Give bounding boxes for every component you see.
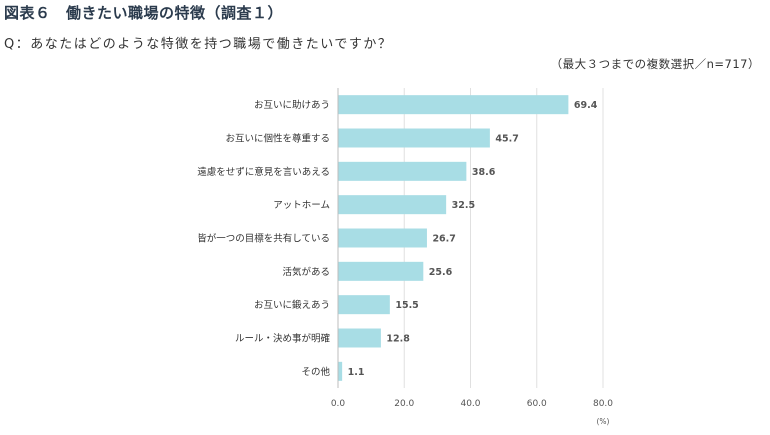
- category-label: 活気がある: [282, 266, 330, 278]
- category-label: お互いに鍛えあう: [254, 299, 330, 311]
- x-tick-label: 80.0: [593, 399, 613, 409]
- bar: [338, 228, 427, 248]
- category-label: お互いに助けあう: [254, 99, 330, 111]
- category-labels: お互いに助けあうお互いに個性を尊重する遠慮をせずに意見を言いあえるアットホーム皆…: [197, 99, 330, 378]
- bar: [338, 128, 490, 148]
- category-label: その他: [301, 366, 330, 378]
- x-tick-label: 40.0: [460, 399, 480, 409]
- data-label: 12.8: [386, 334, 410, 345]
- x-axis-ticks: 0.0 20.0 40.0 60.0 80.0: [331, 399, 613, 409]
- x-axis-unit: (%): [597, 417, 610, 426]
- figure-title: 図表６ 働きたい職場の特徴（調査１）: [4, 4, 284, 22]
- data-label: 45.7: [495, 134, 518, 145]
- data-label: 69.4: [574, 100, 598, 111]
- bar: [338, 261, 424, 281]
- category-label: お互いに個性を尊重する: [225, 133, 330, 145]
- x-tick-label: 0.0: [331, 399, 346, 409]
- bar: [338, 361, 343, 381]
- data-label: 25.6: [429, 267, 453, 278]
- survey-question: Q：あなたはどのような特徴を持つ職場で働きたいですか？: [4, 37, 393, 52]
- data-label: 26.7: [432, 234, 455, 245]
- x-tick-label: 20.0: [394, 399, 414, 409]
- value-labels: 69.4 45.7 38.6 32.5 26.7 25.6 15.5 12.8 1.1: [348, 100, 598, 378]
- data-label: 1.1: [348, 367, 365, 378]
- bar: [338, 295, 390, 315]
- data-label: 32.5: [452, 200, 475, 211]
- bar: [338, 328, 381, 348]
- category-label: ルール・決め事が明確: [235, 333, 331, 345]
- category-label: 遠慮をせずに意見を言いあえる: [197, 166, 330, 178]
- category-label: 皆が一つの目標を共有している: [197, 233, 330, 245]
- data-label: 38.6: [472, 167, 496, 178]
- bar: [338, 195, 447, 215]
- bars: [338, 95, 569, 381]
- data-label: 15.5: [395, 300, 418, 311]
- x-tick-label: 60.0: [527, 399, 547, 409]
- bar: [338, 161, 467, 181]
- sample-note: （最大３つまでの複数選択／n=717）: [550, 57, 760, 71]
- bar: [338, 95, 569, 115]
- category-label: アットホーム: [273, 200, 330, 211]
